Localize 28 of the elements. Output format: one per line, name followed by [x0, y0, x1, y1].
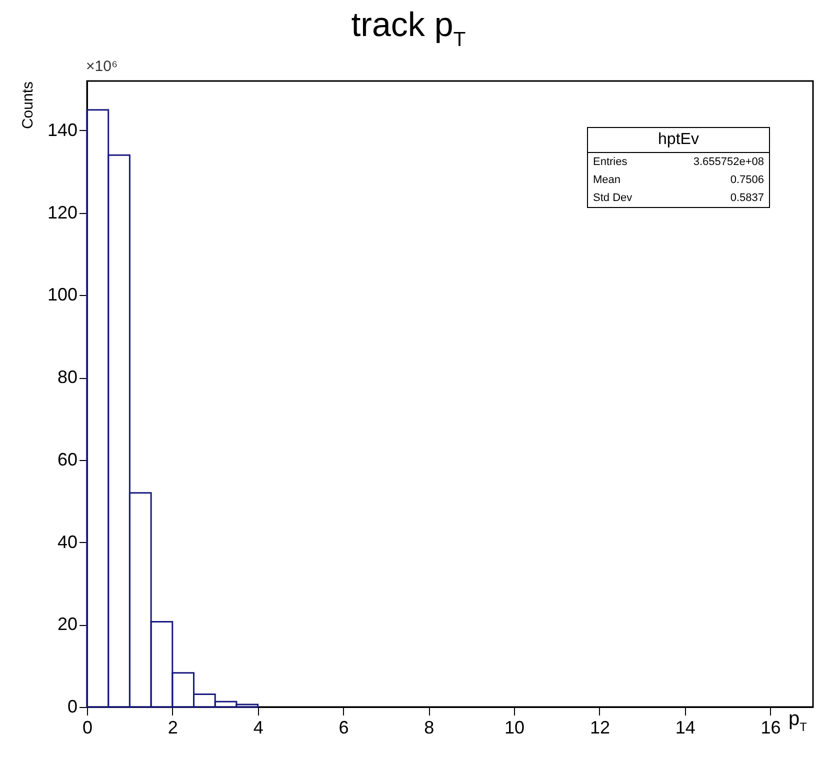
y-tick-label: 100	[47, 284, 78, 305]
x-tick-label: 2	[168, 718, 178, 738]
x-tick-label: 16	[760, 718, 781, 738]
annotation: Std Dev	[592, 191, 634, 206]
x-tick-label: 6	[338, 718, 349, 738]
annotation: 0.5837	[729, 191, 765, 206]
y-tick-label: 40	[57, 532, 78, 552]
y-tick-label: 20	[57, 614, 78, 634]
x-tick-label: 14	[675, 718, 696, 738]
x-tick-label: 0	[82, 718, 93, 738]
chart-title: track p$_{T}$	[350, 6, 467, 52]
y-axis-title: Counts	[19, 82, 36, 130]
x-tick-label: 10	[504, 718, 525, 738]
x-tick-label: 12	[590, 718, 610, 738]
x-tick-label: 8	[424, 718, 434, 738]
y-tick-label: 80	[57, 367, 78, 388]
x-axis-title: p$_{T}$	[788, 708, 807, 734]
annotation: Entries	[592, 155, 628, 170]
annotation: Mean	[592, 173, 622, 188]
y-tick-label: 140	[47, 120, 78, 140]
annotation: hptEv	[588, 128, 770, 152]
y-tick-label: 60	[57, 449, 78, 470]
y-tick-label: 120	[47, 202, 78, 222]
annotation: 3.655752e+08	[692, 155, 765, 170]
annotation: 0.7506	[729, 173, 765, 188]
y-tick-label: 0	[67, 696, 78, 716]
text: ×10⁶	[86, 58, 118, 75]
x-tick-label: 4	[253, 718, 264, 738]
